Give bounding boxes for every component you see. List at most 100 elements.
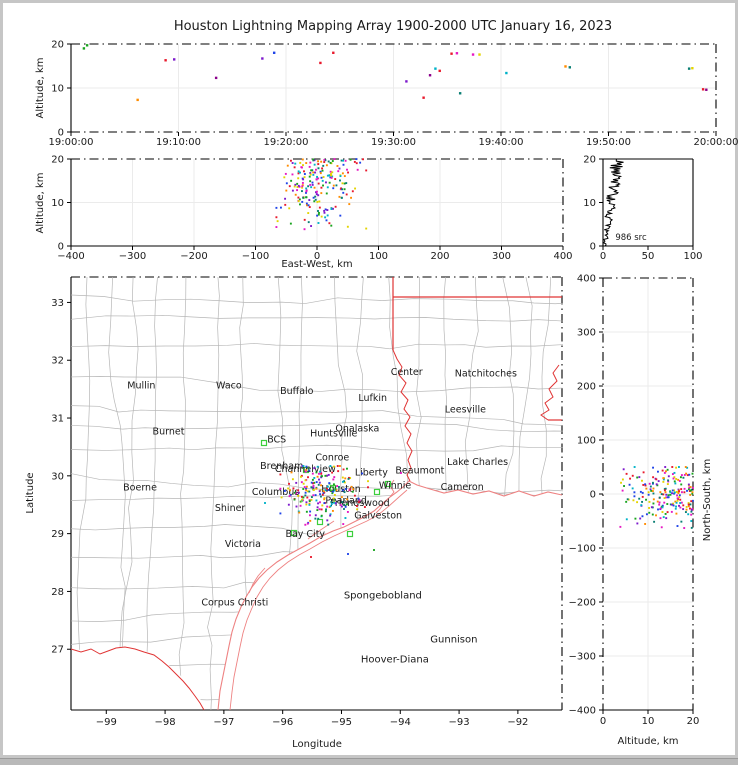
city-label-center: Center: [391, 367, 423, 378]
map-xtick-label: −93: [449, 717, 470, 728]
city-label-leesville: Leesville: [445, 404, 486, 415]
ew-panel-xlabel: East-West, km: [281, 259, 352, 270]
map-xtick-label: −99: [96, 717, 117, 728]
bay-shore-path: [307, 520, 335, 540]
northsouth-altitude-panel: 0 10 20 400 300 200 100 0 −100 −200 −300 −400: [569, 274, 700, 728]
ew-xtick-label: −100: [242, 251, 269, 262]
ns-ytick-label: −400: [569, 706, 596, 717]
hist-xtick-label: 0: [600, 251, 606, 262]
ew-xtick-label: 300: [492, 251, 511, 262]
lma-station-icon: [384, 480, 392, 488]
city-label-conroe: Conroe: [315, 452, 349, 463]
lma-station-icon: [290, 529, 298, 537]
lma-station-icon: [373, 488, 381, 496]
city-label-winnie: Winnie: [379, 481, 412, 492]
source-count-label: 986 src: [615, 233, 647, 243]
map-ytick-label: 28: [51, 587, 64, 598]
ns-ytick-label: 300: [577, 328, 596, 339]
plot-svg: Houston Lightning Mapping Array 1900-200…: [25, 19, 738, 750]
city-label-huntsville: Huntsville: [310, 429, 357, 440]
ns-ytick-label: −200: [569, 598, 596, 609]
ns-ytick-label: −300: [569, 652, 596, 663]
time-xtick-label: 19:40:00: [479, 137, 524, 148]
ew-xtick-label: −200: [180, 251, 207, 262]
city-label-onalaska: Onalaska: [335, 423, 379, 434]
map-ytick-label: 29: [51, 529, 64, 540]
hist-xtick-label: 100: [683, 251, 702, 262]
city-label-pearland: Pearland: [325, 496, 366, 507]
city-label-brenham: Brenham: [260, 461, 303, 472]
city-label-bay-city: Bay City: [285, 529, 325, 540]
time-xtick-label: 19:50:00: [586, 137, 631, 148]
ns-xtick-label: 0: [600, 716, 606, 727]
city-label-buffalo: Buffalo: [280, 386, 314, 397]
red-river-path: [540, 364, 560, 421]
coastline-path: [217, 480, 563, 711]
ew-xtick-label: 200: [430, 251, 449, 262]
sabine-river-path: [392, 349, 413, 482]
city-label-houston: Houston: [321, 484, 360, 495]
ns-ytick-label: 100: [577, 436, 596, 447]
time-xtick-label: 19:10:00: [156, 137, 201, 148]
map-panel: −99 −98 −97 −96 −95 −94 −93 −92 27 28 29 30 31 32 33: [51, 276, 563, 728]
time-ytick-label: 10: [51, 84, 64, 95]
city-label-boerne: Boerne: [123, 482, 157, 493]
time-xtick-label: 19:00:00: [49, 137, 94, 148]
map-xtick-label: −92: [507, 717, 528, 728]
map-ylabel: Latitude: [25, 472, 36, 513]
eastwest-points: [275, 158, 368, 231]
map-ytick-label: 30: [51, 471, 64, 482]
map-ytick-label: 31: [51, 414, 64, 425]
ew-ytick-label: 0: [58, 242, 64, 253]
time-xtick-label: 19:20:00: [264, 137, 309, 148]
rio-grande-path: [70, 646, 205, 711]
lma-station-icon: [346, 530, 354, 538]
city-label-victoria: Victoria: [225, 539, 261, 550]
city-label-lufkin: Lufkin: [358, 393, 387, 404]
time-ytick-label: 0: [58, 128, 64, 139]
hist-ytick-label: 10: [583, 198, 596, 209]
city-label-waco: Waco: [216, 381, 242, 392]
ns-xtick-label: 20: [687, 716, 700, 727]
ns-ytick-label: 400: [577, 274, 596, 285]
map-xtick-label: −95: [331, 717, 352, 728]
map-xtick-label: −97: [213, 717, 234, 728]
hist-ytick-label: 0: [590, 242, 596, 253]
map-xtick-label: −96: [272, 717, 293, 728]
city-label-liberty: Liberty: [355, 467, 388, 478]
city-label-shiner: Shiner: [215, 503, 246, 514]
map-ytick-label: 27: [51, 645, 64, 656]
ns-ytick-label: 0: [590, 490, 596, 501]
map-ytick-label: 33: [51, 298, 64, 309]
barrier-island-path: [229, 489, 408, 711]
city-label-mullin: Mullin: [127, 381, 155, 392]
ew-xtick-label: 100: [369, 251, 388, 262]
northsouth-points: [619, 466, 694, 529]
source-histogram-panel: 0 50 100 0 10 20: [583, 155, 702, 263]
ew-panel-ylabel: Altitude, km: [35, 173, 46, 234]
time-altitude-points: [82, 44, 708, 102]
city-labels: Mullin Waco Buffalo Burnet BCS Boerne Brenham C…: [123, 367, 517, 609]
map-xtick-label: −94: [390, 717, 411, 728]
city-label-galveston: Galveston: [354, 511, 402, 522]
time-panel-ylabel: Altitude, km: [35, 58, 46, 119]
city-label-columbus: Columbus: [252, 487, 299, 498]
ns-panel-ylabel: North-South, km: [702, 459, 713, 542]
ns-ytick-label: −100: [569, 544, 596, 555]
platform-label-spongebobland: Spongebobland: [344, 590, 422, 601]
platform-label-hoover-diana: Hoover-Diana: [361, 655, 429, 666]
map-xtick-label: −98: [155, 717, 176, 728]
time-altitude-panel: 19:00:00 19:10:00 19:20:00 19:30:00 19:40:00…: [49, 40, 738, 149]
time-xtick-label: 20:00:00: [694, 137, 738, 148]
map-ytick-label: 32: [51, 356, 64, 367]
time-xtick-label: 19:30:00: [371, 137, 416, 148]
ew-xtick-label: 0: [314, 251, 320, 262]
figure-title: Houston Lightning Mapping Array 1900-200…: [174, 19, 612, 34]
city-label-friendswood: Friendswood: [330, 498, 390, 509]
city-label-natchitoches: Natchitoches: [455, 369, 517, 380]
city-label-corpus-christi: Corpus Christi: [201, 597, 268, 608]
generated-layers: 19:00:00 19:10:00 19:20:00 19:30:00 19:40:00…: [49, 40, 738, 729]
city-label-bcs: BCS: [267, 434, 286, 445]
